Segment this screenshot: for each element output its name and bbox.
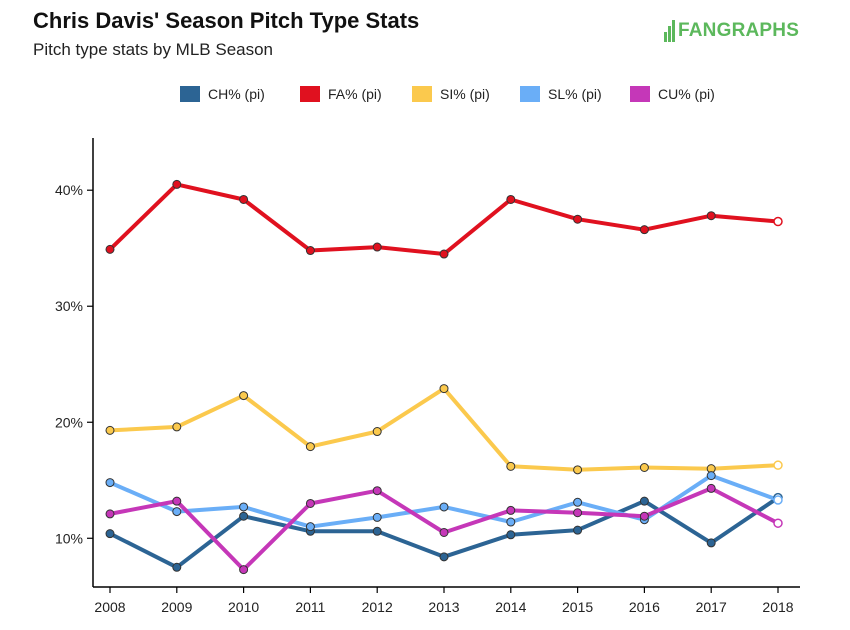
x-tick-label: 2008 <box>94 599 125 615</box>
y-tick-label: 40% <box>55 182 83 198</box>
chart-title: Chris Davis' Season Pitch Type Stats <box>33 8 420 33</box>
data-point-fa <box>506 194 516 204</box>
data-point-fa <box>639 225 649 235</box>
data-point-cu <box>239 565 249 575</box>
data-point-ch <box>639 496 649 506</box>
legend-swatch <box>630 86 650 102</box>
data-point-si <box>573 465 583 475</box>
x-tick-label: 2009 <box>161 599 192 615</box>
data-point-ch <box>439 552 449 562</box>
data-point-sl <box>172 507 182 517</box>
data-point-sl <box>439 502 449 512</box>
data-point-cu <box>706 483 716 493</box>
fangraphs-bars-icon <box>664 20 676 42</box>
data-point-cu <box>439 527 449 537</box>
legend-swatch <box>412 86 432 102</box>
x-tick-label: 2014 <box>495 599 526 615</box>
data-point-si <box>105 425 115 435</box>
y-tick-label: 30% <box>55 298 83 314</box>
data-point-fa <box>773 216 783 227</box>
data-point-sl <box>372 512 382 522</box>
legend-label: FA% (pi) <box>328 86 382 102</box>
data-point-sl <box>706 471 716 481</box>
data-point-fa <box>573 214 583 224</box>
x-tick-label: 2012 <box>362 599 393 615</box>
data-point-ch <box>573 525 583 535</box>
x-tick-label: 2015 <box>562 599 593 615</box>
x-tick-label: 2013 <box>428 599 459 615</box>
data-point-sl <box>773 495 783 505</box>
legend-swatch <box>180 86 200 102</box>
chart-legend: CH% (pi) FA% (pi) SI% (pi) SL% (pi) CU% (pi) <box>0 86 850 108</box>
x-tick-label: 2010 <box>228 599 259 615</box>
y-tick-label: 20% <box>55 414 83 430</box>
chart-subtitle: Pitch type stats by MLB Season <box>33 40 274 59</box>
legend-swatch <box>300 86 320 102</box>
data-point-cu <box>105 509 115 519</box>
legend-item[interactable]: SL% (pi) <box>520 86 602 102</box>
data-point-fa <box>172 179 182 189</box>
data-point-si <box>506 461 516 471</box>
legend-label: CH% (pi) <box>208 86 265 102</box>
data-point-cu <box>506 505 516 515</box>
legend-item[interactable]: CU% (pi) <box>630 86 715 102</box>
data-point-sl <box>573 497 583 507</box>
logo-text: FANGRAPHS <box>678 20 800 41</box>
data-point-cu <box>773 518 783 528</box>
data-point-sl <box>305 522 315 532</box>
data-point-cu <box>305 498 315 508</box>
data-point-si <box>639 462 649 472</box>
data-point-sl <box>239 502 249 512</box>
data-point-fa <box>372 242 382 252</box>
legend-item[interactable]: CH% (pi) <box>180 86 265 102</box>
x-tick-label: 2017 <box>696 599 727 615</box>
y-tick-label: 10% <box>55 530 83 546</box>
x-tick-label: 2011 <box>295 599 325 615</box>
data-point-ch <box>239 511 249 521</box>
data-point-fa <box>105 244 115 254</box>
data-point-sl <box>506 517 516 527</box>
data-point-fa <box>239 194 249 204</box>
legend-label: SI% (pi) <box>440 86 490 102</box>
fangraphs-logo: FANGRAPHS <box>664 20 799 42</box>
x-tick-label: 2016 <box>629 599 660 615</box>
data-point-ch <box>172 562 182 572</box>
legend-swatch <box>520 86 540 102</box>
data-point-fa <box>706 211 716 221</box>
data-point-cu <box>573 508 583 518</box>
legend-label: SL% (pi) <box>548 86 602 102</box>
legend-item[interactable]: FA% (pi) <box>300 86 382 102</box>
data-point-cu <box>372 486 382 496</box>
data-point-ch <box>372 526 382 536</box>
data-point-si <box>773 460 783 470</box>
data-point-cu <box>639 511 649 521</box>
x-tick-label: 2018 <box>762 599 793 615</box>
data-point-si <box>372 427 382 437</box>
data-point-si <box>172 422 182 432</box>
legend-label: CU% (pi) <box>658 86 715 102</box>
data-point-fa <box>305 246 315 256</box>
series-line-si <box>108 386 780 472</box>
data-point-ch <box>105 529 115 539</box>
data-point-ch <box>506 530 516 540</box>
series-line-fa <box>108 182 780 256</box>
data-point-sl <box>105 478 115 488</box>
data-point-si <box>439 384 449 394</box>
legend-item[interactable]: SI% (pi) <box>412 86 490 102</box>
data-point-si <box>305 442 315 452</box>
data-point-ch <box>706 538 716 548</box>
data-point-cu <box>172 496 182 506</box>
data-point-si <box>239 391 249 401</box>
data-point-fa <box>439 249 449 259</box>
